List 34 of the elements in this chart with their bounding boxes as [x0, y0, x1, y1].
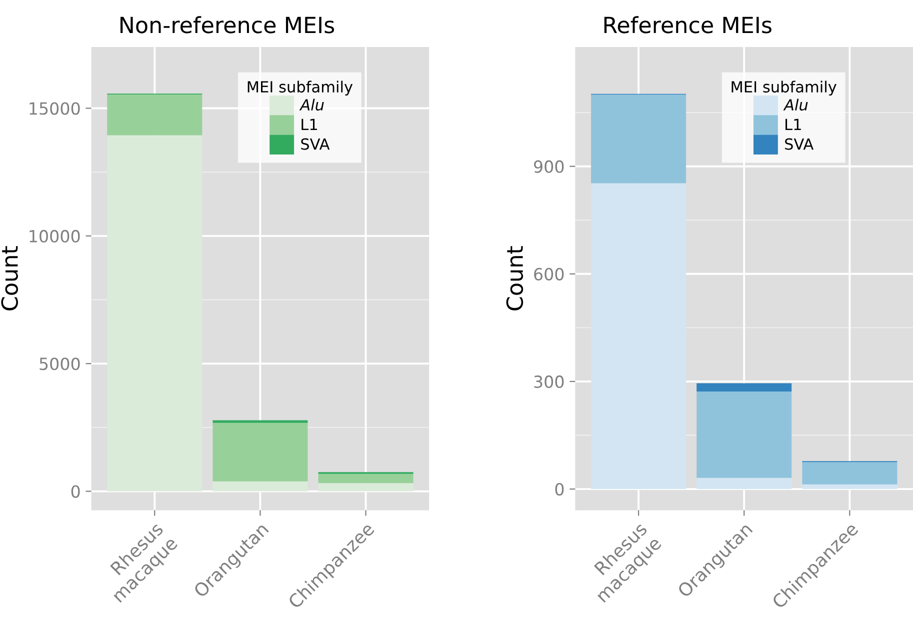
chart-title: Reference MEIs [604, 16, 772, 34]
bar [802, 484, 898, 490]
bar [318, 474, 414, 484]
y-tick-label: 10000 [30, 230, 80, 242]
bar [107, 135, 202, 492]
bar [318, 483, 414, 492]
legend-label: Alu [299, 98, 324, 111]
y-tick-label: 900 [534, 160, 564, 173]
y-tick-label: 300 [534, 375, 564, 388]
legend-title: MEI subfamily [732, 80, 836, 96]
y-tick-label: 0 [555, 483, 564, 496]
bar [212, 422, 308, 482]
legend-label: L1 [786, 118, 801, 130]
bar [802, 462, 898, 484]
legend-label: SVA [301, 138, 330, 150]
legend-label: SVA [785, 138, 814, 150]
legend-title: MEI subfamily [248, 80, 353, 96]
legend-label: Alu [783, 98, 808, 111]
bar [696, 392, 792, 478]
y-tick-label: 600 [534, 268, 564, 280]
legend-label: L1 [302, 118, 317, 130]
bar [212, 481, 308, 492]
y-axis-title: Count [506, 246, 524, 310]
y-tick-label: 5000 [40, 358, 80, 370]
chart-title: Non-reference MEIs [120, 16, 334, 34]
bar [696, 383, 792, 392]
bar [107, 94, 202, 136]
bar [696, 478, 792, 490]
y-tick-label: 0 [71, 485, 80, 498]
y-tick-label: 15000 [30, 102, 80, 115]
bar [591, 94, 686, 184]
bar [212, 420, 308, 423]
y-axis-title: Count [1, 246, 18, 310]
bar [591, 183, 686, 490]
